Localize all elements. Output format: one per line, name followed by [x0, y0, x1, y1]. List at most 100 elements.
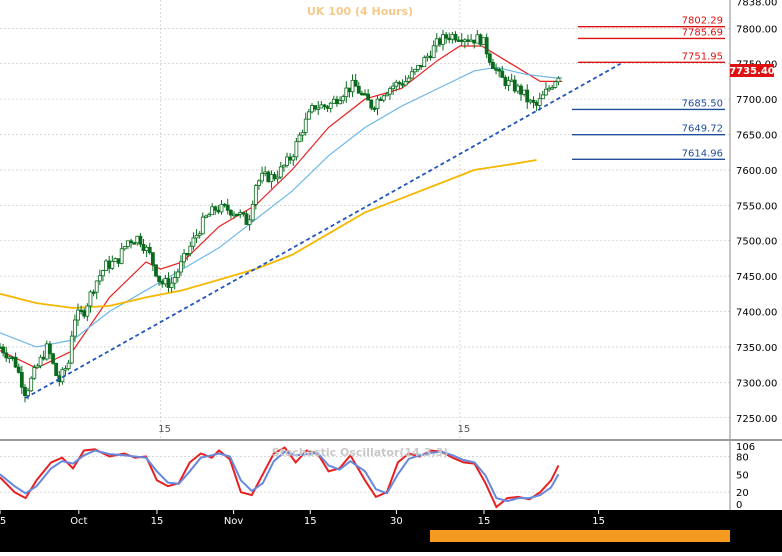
- candle-body: [394, 81, 399, 87]
- candle-body: [366, 93, 371, 101]
- candle-body: [503, 77, 508, 86]
- y-tick-label: 7650.00: [736, 131, 777, 142]
- resistance-label: 7785.69: [682, 27, 723, 38]
- candle-body: [403, 81, 408, 86]
- candle-body: [272, 174, 277, 180]
- candle-body: [556, 77, 561, 83]
- candle-body: [425, 55, 430, 59]
- current-price-badge: [730, 64, 774, 77]
- candle-body: [303, 118, 308, 133]
- candle-body: [378, 98, 383, 102]
- candle-body: [38, 356, 43, 367]
- candle-body: [194, 234, 199, 239]
- candle-body: [172, 277, 177, 284]
- candle-body: [82, 310, 87, 317]
- candle-body: [515, 85, 520, 92]
- candle-body: [478, 34, 483, 45]
- candle-body: [497, 69, 502, 72]
- date-label: Nov: [224, 516, 244, 527]
- date-label: 30: [390, 516, 403, 527]
- candle-body: [60, 369, 65, 383]
- candle-body: [225, 204, 230, 211]
- candle-body: [188, 245, 193, 254]
- osc-tick-label: 50: [736, 470, 749, 481]
- candle-body: [228, 209, 233, 216]
- candle-body: [422, 57, 427, 68]
- candle-body: [375, 98, 380, 109]
- candle-body: [232, 213, 236, 217]
- candle-body: [247, 219, 252, 225]
- candle-body: [459, 39, 464, 43]
- osc-tick-label: 20: [736, 488, 749, 499]
- candle-body: [475, 34, 480, 44]
- candle-body: [216, 209, 221, 213]
- candle-body: [341, 96, 346, 102]
- candle-body: [519, 85, 523, 95]
- ema_fast-line: [0, 45, 563, 369]
- candle-body: [285, 156, 289, 166]
- candle-body: [138, 235, 143, 245]
- candle-body: [522, 89, 527, 95]
- support-label: 7649.72: [682, 124, 723, 135]
- candle-body: [135, 235, 140, 244]
- candle-body: [553, 81, 558, 88]
- date-label: 5: [0, 516, 6, 527]
- candle-body: [437, 38, 442, 45]
- candle-body: [29, 377, 34, 392]
- candle-body: [444, 34, 449, 39]
- candle-body: [97, 275, 102, 282]
- oscillator-lines: [0, 446, 560, 509]
- y-tick-label: 7700.00: [736, 95, 777, 106]
- candle-body: [166, 278, 171, 288]
- candle-body: [431, 45, 436, 59]
- candle-body: [144, 246, 149, 251]
- candle-body: [297, 134, 302, 143]
- candle-body: [413, 68, 417, 73]
- candle-body: [278, 166, 283, 178]
- candle-body: [113, 258, 118, 263]
- candle-body: [294, 141, 299, 158]
- date-label: 15: [592, 516, 605, 527]
- candle-body: [35, 365, 40, 369]
- resistance-label: 7751.95: [682, 51, 723, 62]
- candle-body: [4, 352, 9, 359]
- moving-average-lines: [0, 45, 563, 369]
- candle-body: [126, 240, 130, 247]
- y-tick-label: 7300.00: [736, 378, 777, 389]
- candle-body: [453, 33, 458, 41]
- candle-body: [94, 280, 99, 293]
- date-axis: 5 Oct 15 Nov 15 30 15 15: [0, 510, 605, 527]
- candle-body: [101, 270, 105, 277]
- y-tick-label: 7500.00: [736, 237, 777, 248]
- candle-body: [41, 356, 46, 360]
- candle-body: [141, 243, 146, 251]
- candle-body: [360, 92, 364, 96]
- candle-body: [313, 105, 318, 110]
- candle-body: [525, 89, 530, 103]
- candle-body: [328, 102, 333, 109]
- candle-body: [7, 356, 12, 359]
- candle-body: [210, 206, 215, 216]
- candle-body: [372, 107, 377, 110]
- candle-body: [88, 291, 93, 307]
- oscillator-label: Stochastic Oscillator(14,3,3): [272, 446, 449, 459]
- candle-body: [494, 68, 498, 71]
- candle-body: [76, 309, 80, 321]
- candle-body: [238, 212, 243, 215]
- y-tick-label: 7600.00: [736, 166, 777, 177]
- candle-body: [406, 77, 411, 82]
- candle-body: [512, 79, 517, 92]
- candle-body: [222, 203, 227, 207]
- ema_slow-line: [0, 159, 537, 309]
- candle-body: [540, 94, 545, 100]
- candle-body: [110, 261, 115, 269]
- y-tick-label: 7350.00: [736, 343, 777, 354]
- date-label: 15: [478, 516, 491, 527]
- candle-body: [69, 335, 74, 364]
- candle-body: [347, 87, 352, 93]
- candle-body: [269, 174, 274, 183]
- candle-body: [132, 242, 137, 245]
- inner-x-label: 15: [158, 424, 171, 435]
- candle-body: [550, 87, 555, 90]
- oscillator-grid: [0, 456, 730, 493]
